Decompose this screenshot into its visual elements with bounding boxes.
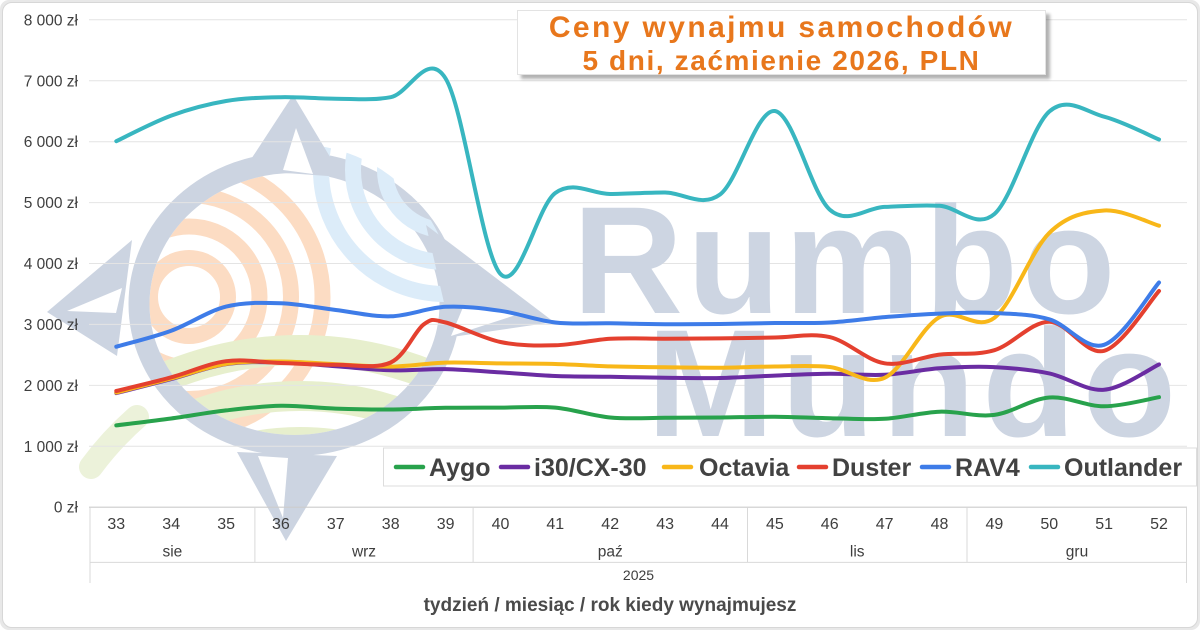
svg-text:35: 35 <box>217 516 235 533</box>
svg-text:1 000 zł: 1 000 zł <box>24 439 79 456</box>
svg-text:38: 38 <box>382 516 400 533</box>
svg-text:Aygo: Aygo <box>429 454 491 482</box>
svg-text:52: 52 <box>1150 516 1168 533</box>
svg-text:Mundo: Mundo <box>647 298 1183 469</box>
svg-text:48: 48 <box>931 516 949 533</box>
svg-text:36: 36 <box>272 516 290 533</box>
svg-text:Duster: Duster <box>832 454 911 482</box>
svg-text:37: 37 <box>327 516 345 533</box>
svg-text:Octavia: Octavia <box>699 454 790 482</box>
svg-text:lis: lis <box>850 544 865 561</box>
svg-text:5 000 zł: 5 000 zł <box>24 195 79 212</box>
svg-text:sie: sie <box>162 544 182 561</box>
svg-text:42: 42 <box>601 516 619 533</box>
svg-text:41: 41 <box>546 516 564 533</box>
svg-text:wrz: wrz <box>351 544 376 561</box>
svg-text:tydzień / miesiąc / rok kiedy: tydzień / miesiąc / rok kiedy wynajmujes… <box>424 595 797 616</box>
svg-text:33: 33 <box>107 516 125 533</box>
svg-text:i30/CX-30: i30/CX-30 <box>534 454 647 482</box>
svg-text:2025: 2025 <box>623 567 654 583</box>
svg-text:45: 45 <box>766 516 784 533</box>
svg-text:44: 44 <box>711 516 729 533</box>
svg-text:39: 39 <box>437 516 455 533</box>
svg-text:4 000 zł: 4 000 zł <box>24 256 79 273</box>
svg-text:2 000 zł: 2 000 zł <box>24 378 79 395</box>
svg-text:43: 43 <box>656 516 674 533</box>
svg-text:Outlander: Outlander <box>1064 454 1182 482</box>
svg-text:49: 49 <box>986 516 1004 533</box>
svg-text:50: 50 <box>1040 516 1058 533</box>
svg-text:46: 46 <box>821 516 839 533</box>
svg-text:Rumbo: Rumbo <box>573 175 1120 346</box>
svg-text:paź: paź <box>598 544 623 561</box>
svg-text:RAV4: RAV4 <box>955 454 1020 482</box>
svg-text:6 000 zł: 6 000 zł <box>24 134 79 151</box>
svg-text:34: 34 <box>162 516 180 533</box>
svg-text:51: 51 <box>1095 516 1113 533</box>
svg-text:47: 47 <box>876 516 894 533</box>
svg-text:gru: gru <box>1066 544 1088 561</box>
svg-text:3 000 zł: 3 000 zł <box>24 317 79 334</box>
svg-text:0 zł: 0 zł <box>54 500 79 517</box>
svg-text:8 000 zł: 8 000 zł <box>24 12 79 29</box>
svg-text:40: 40 <box>492 516 510 533</box>
svg-text:7 000 zł: 7 000 zł <box>24 73 79 90</box>
